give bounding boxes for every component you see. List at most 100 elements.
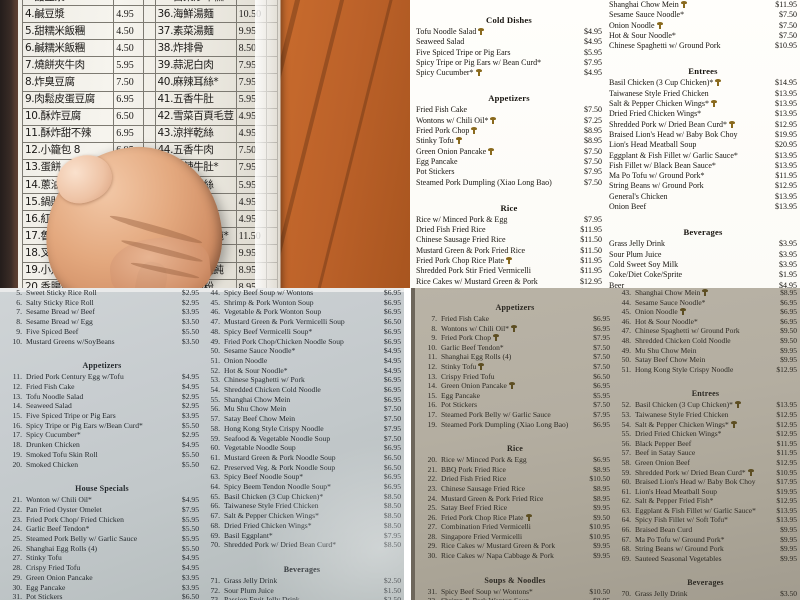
menu-item-row[interactable]: 20. Smoked Chicken $5.50 — [2, 460, 202, 470]
menu-item-row[interactable]: 23. Fried Pork Chop/ Fried Chicken $5.95 — [2, 515, 202, 525]
menu-item-row[interactable]: Coke/Diet Coke/Sprite $1.95 — [606, 270, 800, 280]
menu-item-row[interactable]: Beer $4.95 — [606, 281, 800, 288]
menu-item-row[interactable]: 16. Spicy Tripe or Pig Ears w/Bean Curd* $… — [2, 421, 202, 431]
menu-item-row[interactable]: 68. String Beans w/ Ground Pork $9.95 — [611, 544, 800, 554]
menu-item-row[interactable]: 69.Basil Eggplant*$7.95 — [200, 531, 404, 541]
menu-item-row[interactable]: 62. Salt & Pepper Fried Fish* $12.95 — [611, 496, 800, 506]
menu-item-row[interactable]: 49. Fried Pork Chop/Chicken Noodle Soup $6… — [200, 337, 404, 347]
menu-item-row[interactable]: 32.Shrimp & Pork Wonton Soup$8.95 — [417, 596, 613, 600]
menu-item-row[interactable]: 15. Five Spiced Tripe or Pig Ears $3.95 — [2, 411, 202, 421]
menu-item-row[interactable]: 61.Mustard Green & Pork Noodle Soup $6.50 — [200, 453, 404, 463]
menu-item-row[interactable]: 13. Crispy Fried Tofu $6.50 — [417, 372, 613, 382]
menu-item-row[interactable]: 43. Shanghai Chow Mein $8.95 — [611, 288, 800, 298]
menu-item-row[interactable]: 54. Shredded Chicken Cold Noodle $6.95 — [200, 385, 404, 395]
menu-item-row[interactable]: 64.Spicy Beem Tendon Noodle Soup*$6.95 — [200, 482, 404, 492]
menu-item-row[interactable]: Chinese Spaghetti w/ Ground Pork $10.95 — [606, 41, 800, 51]
menu-item-row[interactable]: 56. Mu Shu Chow Mein $7.50 — [200, 404, 404, 414]
menu-item-row[interactable]: 31. Spicy Beef Soup w/ Wontons* $10.50 — [417, 587, 613, 597]
menu-item-row[interactable]: Spicy Cucumber* $4.95 — [413, 68, 605, 78]
menu-item-row[interactable]: 6. Salty Sticky Rice Roll $2.95 — [2, 298, 202, 308]
menu-item-row[interactable]: 16. Pot Stickers $7.50 — [417, 400, 613, 410]
menu-item-row[interactable]: 10. Garlic Beef Tendon* $7.50 — [417, 343, 613, 353]
menu-item-row[interactable]: Pot Stickers $7.95 — [413, 167, 605, 177]
menu-item-row[interactable]: 25. Satay Beef Fried Rice $9.95 — [417, 503, 613, 513]
menu-item-row[interactable]: Rice Cakes w/ Napa Cabbage & Pork$12.95 — [413, 287, 605, 288]
menu-item-row[interactable]: 60.Vegetable Noodle Soup $6.95 — [200, 443, 404, 453]
menu-item-row[interactable]: 30. Rice Cakes w/ Napa Cabbage & Pork $9.9… — [417, 551, 613, 561]
menu-item-row[interactable]: 47. Chinese Spaghetti w/ Ground Pork $9.50 — [611, 326, 800, 336]
menu-item-row[interactable]: 46. Hot & Sour Noodle* $6.95 — [611, 317, 800, 327]
menu-item-row[interactable]: General's Chicken $13.95 — [606, 192, 800, 202]
menu-item-row[interactable]: 61. Lion's Head Meatball Soup $19.95 — [611, 487, 800, 497]
menu-item-row[interactable]: 9. Five Spiced Beef $5.50 — [2, 327, 202, 337]
menu-item-row[interactable]: 28. Crispy Fried Tofu $4.95 — [2, 563, 202, 573]
menu-item-row[interactable]: 5. Sweet Sticky Rice Roll $2.95 — [2, 288, 202, 298]
menu-item-row[interactable]: 49. Mu Shu Chow Mein $9.95 — [611, 346, 800, 356]
menu-item-row[interactable]: 27. Stinky Tofu $4.95 — [2, 553, 202, 563]
menu-item-row[interactable]: 50. Satay Beef Chow Mein $9.95 — [611, 355, 800, 365]
menu-item-row[interactable]: Spicy Tripe or Pig Ears w/ Bean Curd* $7.… — [413, 58, 605, 68]
menu-item-row[interactable]: 15. Egg Pancake $5.95 — [417, 391, 613, 401]
menu-item-row[interactable]: 14. Green Onion Pancake $6.95 — [417, 381, 613, 391]
menu-item-row[interactable]: 53. Taiwanese Style Fried Chicken $12.95 — [611, 410, 800, 420]
menu-item-row[interactable]: 44. Spicy Beef Soup w/ Wontons $6.95 — [200, 288, 404, 298]
menu-item-row[interactable]: 69. Sauteed Seasonal Vegetables $9.95 — [611, 554, 800, 564]
menu-item-row[interactable]: Five Spiced Tripe or Pig Ears $5.95 — [413, 48, 605, 58]
menu-item-row[interactable]: Rice Cakes w/ Mustard Green & Pork $12.95 — [413, 277, 605, 287]
menu-item-row[interactable]: 66.Taiwanese Style Fried Chicken$8.50 — [200, 501, 404, 511]
menu-item-row[interactable]: 50. Sesame Sauce Noodle* $4.95 — [200, 346, 404, 356]
menu-item-row[interactable]: 21. BBQ Pork Fried Rice $8.95 — [417, 465, 613, 475]
menu-item-row[interactable]: Seaweed Salad $4.95 — [413, 37, 605, 47]
menu-item-row[interactable]: 57. Beef in Satay Sauce $11.95 — [611, 448, 800, 458]
menu-item-row[interactable]: Sesame Sauce Noodle* $7.50 — [606, 10, 800, 20]
menu-item-row[interactable]: 63.Spicy Beef Noodle Soup*$6.95 — [200, 472, 404, 482]
menu-item-row[interactable]: 26. Fried Pork Chop Rice Plate $9.50 — [417, 513, 613, 523]
menu-item-row[interactable]: 24. Mustard Green & Pork Fried Rice $8.95 — [417, 494, 613, 504]
menu-item-row[interactable]: Cold Sweet Soy Milk $3.95 — [606, 260, 800, 270]
menu-item-row[interactable]: 18. Drunken Chicken $4.95 — [2, 440, 202, 450]
menu-item-row[interactable]: 73.Passion Fruit Jelly Drink$2.50 — [200, 595, 404, 600]
menu-item-row[interactable]: 25. Steamed Pork Belly w/ Garlic Sauce $5.… — [2, 534, 202, 544]
menu-item-row[interactable]: 17. Spicy Cucumber* $2.95 — [2, 430, 202, 440]
menu-item-row[interactable]: 51. Onion Noodle $4.95 — [200, 356, 404, 366]
menu-item-row[interactable]: 12. Fried Fish Cake $4.95 — [2, 382, 202, 392]
menu-item-row[interactable]: Onion Beef $13.95 — [606, 202, 800, 212]
menu-item-row[interactable]: 55. Shanghai Chow Mein $6.95 — [200, 395, 404, 405]
menu-item-row[interactable]: 51. Hong Kong Style Crispy Noodle $12.95 — [611, 365, 800, 375]
menu-item-row[interactable]: Rice w/ Minced Pork & Egg $7.95 — [413, 215, 605, 225]
menu-item-row[interactable]: 29. Green Onion Pancake $3.95 — [2, 573, 202, 583]
menu-item-row[interactable]: Mustard Green & Pork Fried Rice $11.50 — [413, 246, 605, 256]
menu-item-row[interactable]: Steamed Pork Dumpling (Xiao Long Bao) $7.… — [413, 178, 605, 188]
menu-item-row[interactable]: 55. Dried Fried Chicken Wings* $12.95 — [611, 429, 800, 439]
menu-item-row[interactable]: 7. Fried Fish Cake $6.95 — [417, 314, 613, 324]
menu-item-row[interactable]: String Beans w/ Ground Pork $12.95 — [606, 181, 800, 191]
menu-item-row[interactable]: 54. Salt & Pepper Chicken Wings* $12.95 — [611, 420, 800, 430]
menu-item-row[interactable]: 67.Salt & Pepper Chicken Wings*$8.50 — [200, 511, 404, 521]
menu-item-row[interactable]: 62.Preserved Veg. & Pork Noodle Soup$6.5… — [200, 463, 404, 473]
menu-item-row[interactable]: Fried Pork Chop Rice Plate $11.95 — [413, 256, 605, 266]
menu-item-row[interactable]: 27. Combination Fried Vermicelli $10.95 — [417, 522, 613, 532]
menu-item-row[interactable]: 68.Dried Fried Chicken Wings*$8.50 — [200, 521, 404, 531]
menu-item-row[interactable]: Chinese Sausage Fried Rice $11.50 — [413, 235, 605, 245]
menu-item-row[interactable]: 17. Steamed Pork Belly w/ Garlic Sauce $7.… — [417, 410, 613, 420]
menu-item-row[interactable]: 57. Satay Beef Chow Mein $7.50 — [200, 414, 404, 424]
menu-item-row[interactable]: 20. Rice w/ Minced Pork & Egg $6.95 — [417, 455, 613, 465]
menu-item-row[interactable]: 48. Spicy Beef Vermicelli Soup* $6.95 — [200, 327, 404, 337]
menu-item-row[interactable]: 52. Basil Chicken (3 Cup Chicken)* $13.95 — [611, 400, 800, 410]
menu-item-row[interactable]: 8. Sesame Bread w/ Egg $3.50 — [2, 317, 202, 327]
menu-item-row[interactable]: 11. Dried Pork Century Egg w/Tofu $4.95 — [2, 372, 202, 382]
menu-item-row[interactable]: 26. Shanghai Egg Rolls (4) $5.50 — [2, 544, 202, 554]
menu-item-row[interactable]: Fried Fish Cake $7.50 — [413, 105, 605, 115]
menu-item-row[interactable]: Dried Fried Chicken Wings* $13.95 — [606, 109, 800, 119]
menu-item-row[interactable]: 24. Garlic Beef Tendon* $5.50 — [2, 524, 202, 534]
menu-item-row[interactable]: 46. Vegetable & Pork Wonton Soup $6.95 — [200, 307, 404, 317]
menu-item-row[interactable]: Stinky Tofu $8.95 — [413, 136, 605, 146]
menu-item-row[interactable]: Eggplant & Fish Fillet w/ Garlic Sauce* $… — [606, 151, 800, 161]
menu-item-row[interactable]: 13. Tofu Noodle Salad $2.95 — [2, 392, 202, 402]
menu-item-row[interactable]: 21. Wonton w/ Chili Oil* $4.95 — [2, 495, 202, 505]
menu-item-row[interactable]: 30. Egg Pancake $3.95 — [2, 583, 202, 593]
menu-item-row[interactable]: Ma Po Tofu w/ Ground Pork* $11.95 — [606, 171, 800, 181]
menu-item-row[interactable]: 59.Seafood & Vegetable Noodle Soup $7.50 — [200, 434, 404, 444]
menu-item-row[interactable]: 29. Rice Cakes w/ Mustard Green & Pork $9.… — [417, 541, 613, 551]
menu-item-row[interactable]: 64. Spicy Fish Fillet w/ Soft Tofu* $13.95 — [611, 515, 800, 525]
